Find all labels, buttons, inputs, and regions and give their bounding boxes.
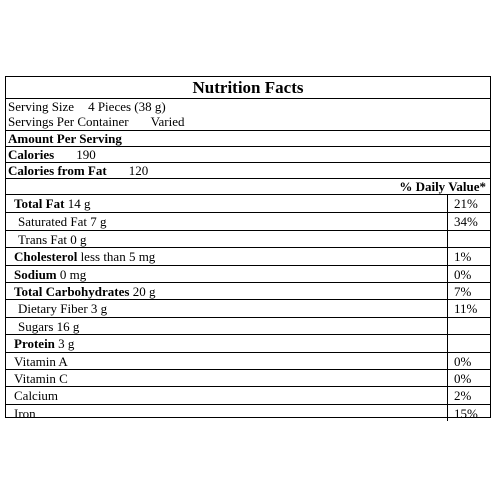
nutrient-label: Dietary Fiber bbox=[18, 301, 88, 317]
nutrient-name-cell: Total Fat 14 g bbox=[8, 196, 90, 211]
nutrient-label: Protein bbox=[14, 336, 55, 352]
nutrient-amount: 3 g bbox=[58, 336, 75, 352]
nutrient-row: Protein 3 g bbox=[6, 334, 491, 352]
servings-per-container-row: Servings Per Container Varied bbox=[6, 114, 490, 130]
nutrient-row: Total Carbohydrates 20 g 7% bbox=[6, 281, 491, 300]
nutrient-label: Saturated Fat bbox=[18, 214, 87, 230]
nutrient-row: Cholesterol less than 5 mg 1% bbox=[6, 247, 491, 265]
nutrient-row: Sodium 0 mg 0% bbox=[6, 264, 491, 282]
nutrient-label: Sodium bbox=[14, 266, 57, 282]
calories-from-fat-label: Calories from Fat bbox=[8, 163, 107, 178]
nutrient-name-cell: Protein 3 g bbox=[8, 336, 74, 351]
nutrient-amount: 14 g bbox=[67, 196, 91, 211]
serving-size-value: 4 Pieces (38 g) bbox=[88, 99, 166, 114]
nutrition-facts-label: Nutrition Facts Serving Size 4 Pieces (38… bbox=[5, 76, 491, 422]
nutrient-daily-value: 21% bbox=[447, 195, 491, 213]
nutrient-amount: 0 g bbox=[70, 231, 87, 247]
nutrient-row: Calcium 2% bbox=[6, 386, 491, 404]
nutrient-daily-value bbox=[447, 230, 491, 248]
nutrient-name-cell: Vitamin C bbox=[8, 371, 68, 386]
nutrient-name-cell: Calcium bbox=[8, 388, 58, 403]
nutrient-daily-value: 0% bbox=[447, 265, 491, 282]
nutrient-row: Iron 15% bbox=[6, 403, 491, 422]
nutrient-daily-value: 7% bbox=[447, 282, 491, 300]
nutrient-daily-value: 15% bbox=[447, 404, 491, 422]
calories-label: Calories bbox=[8, 147, 55, 162]
nutrient-amount: 7 g bbox=[90, 214, 107, 230]
nutrient-daily-value: 0% bbox=[447, 369, 491, 387]
nutrient-label: Vitamin C bbox=[14, 370, 68, 386]
calories-from-fat-value: 120 bbox=[128, 163, 149, 178]
nutrient-name-cell: Trans Fat 0 g bbox=[8, 232, 87, 247]
nutrient-label: Sugars bbox=[18, 318, 54, 334]
nutrient-label: Iron bbox=[14, 405, 36, 421]
servings-per-container-label: Servings Per Container bbox=[8, 114, 129, 129]
amount-per-serving-label: Amount Per Serving bbox=[8, 131, 122, 146]
nutrient-label: Total Carbohydrates bbox=[14, 283, 130, 299]
nutrient-row: Vitamin A 0% bbox=[6, 351, 491, 369]
nutrient-name-cell: Saturated Fat 7 g bbox=[8, 214, 106, 229]
nutrient-label: Vitamin A bbox=[14, 353, 68, 369]
nutrient-row: Saturated Fat 7 g 34% bbox=[6, 212, 491, 230]
serving-size-row: Serving Size 4 Pieces (38 g) bbox=[6, 98, 490, 114]
nutrient-daily-value bbox=[447, 335, 491, 352]
servings-per-container-value: Varied bbox=[150, 114, 185, 129]
label-title: Nutrition Facts bbox=[192, 78, 304, 97]
nutrient-label: Trans Fat bbox=[18, 231, 68, 247]
nutrient-daily-value: 0% bbox=[447, 352, 491, 369]
nutrient-name-cell: Total Carbohydrates 20 g bbox=[8, 284, 155, 299]
nutrient-name-cell: Sugars 16 g bbox=[8, 319, 79, 334]
nutrient-amount: 0 mg bbox=[59, 266, 87, 282]
daily-value-header: % Daily Value* bbox=[6, 178, 490, 194]
nutrient-amount: 3 g bbox=[90, 301, 108, 317]
nutrient-daily-value: 1% bbox=[447, 248, 491, 265]
nutrient-row: Total Fat 14 g 21% bbox=[6, 195, 491, 213]
nutrient-daily-value: 2% bbox=[447, 387, 491, 404]
nutrient-label: Total Fat bbox=[14, 196, 65, 211]
nutrient-amount: less than 5 mg bbox=[80, 249, 156, 265]
nutrient-name-cell: Vitamin A bbox=[8, 354, 68, 369]
nutrient-name-cell: Dietary Fiber 3 g bbox=[8, 301, 107, 316]
amount-per-serving-row: Amount Per Serving bbox=[6, 130, 490, 146]
nutrient-row: Vitamin C 0% bbox=[6, 368, 491, 387]
serving-size-label: Serving Size bbox=[8, 99, 75, 114]
calories-value: 190 bbox=[76, 147, 96, 162]
nutrient-row: Trans Fat 0 g bbox=[6, 229, 491, 248]
nutrient-table: Total Fat 14 g 21% Saturated Fat 7 g 34% Tra… bbox=[6, 194, 491, 422]
nutrient-row: Sugars 16 g bbox=[6, 316, 491, 335]
nutrient-daily-value bbox=[447, 317, 491, 335]
nutrient-daily-value: 34% bbox=[447, 213, 491, 230]
calories-from-fat-row: Calories from Fat 120 bbox=[6, 162, 490, 178]
nutrient-name-cell: Iron bbox=[8, 406, 36, 421]
nutrient-row: Dietary Fiber 3 g 11% bbox=[6, 299, 491, 317]
nutrient-label: Cholesterol bbox=[14, 249, 78, 265]
calories-row: Calories 190 bbox=[6, 146, 490, 162]
nutrient-name-cell: Cholesterol less than 5 mg bbox=[8, 249, 155, 264]
nutrient-label: Calcium bbox=[14, 388, 59, 404]
nutrient-daily-value: 11% bbox=[447, 300, 491, 317]
nutrient-name-cell: Sodium 0 mg bbox=[8, 267, 86, 282]
nutrient-amount: 20 g bbox=[132, 283, 156, 299]
nutrient-amount: 16 g bbox=[56, 318, 80, 334]
